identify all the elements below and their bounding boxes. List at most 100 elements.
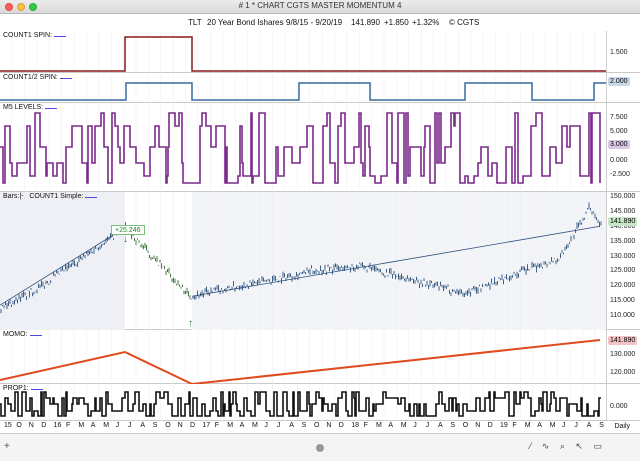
x-tick-label: J bbox=[128, 422, 132, 429]
symbol-info-bar: TLT 20 Year Bond Ishares 9/8/15 - 9/20/1… bbox=[0, 14, 640, 31]
zoom-tool-icon[interactable]: ⌕ bbox=[559, 441, 565, 451]
symbol-name: 20 Year Bond Ishares bbox=[207, 18, 284, 27]
x-tick-label: N bbox=[326, 422, 332, 429]
m5-tick: 0.000 bbox=[610, 157, 628, 164]
m5-plot bbox=[0, 103, 601, 192]
price-plot bbox=[0, 192, 606, 330]
close-button[interactable] bbox=[5, 3, 13, 11]
price-tick: 150.000 bbox=[610, 193, 636, 200]
m5-line bbox=[0, 112, 601, 184]
prop1-line bbox=[0, 391, 601, 417]
momo-panel: MOMO: 141.890 130.000 120.000 bbox=[0, 330, 640, 384]
prop1-panel: PROP1: 0.000 bbox=[0, 384, 640, 421]
shaded-region bbox=[0, 192, 125, 330]
time-axis: Daily 15 O N D 16 F M A M J J A S O N D 17 F M A M J J A S O N D 18 F… bbox=[0, 421, 640, 434]
scroll-indicator[interactable] bbox=[316, 444, 324, 452]
m5-tick: 5.000 bbox=[610, 128, 628, 135]
x-tick-label: A bbox=[537, 422, 542, 429]
x-tick-label: D bbox=[487, 422, 493, 429]
price-tick: 130.000 bbox=[610, 252, 636, 260]
count12-value-tag: 2.000 bbox=[608, 77, 630, 86]
x-tick-label: A bbox=[140, 422, 146, 429]
x-tick-label: S bbox=[599, 422, 604, 429]
x-tick-label: J bbox=[115, 422, 120, 429]
x-tick-label: A bbox=[289, 422, 294, 429]
x-tick-label: F bbox=[363, 422, 368, 429]
price-tick: 125.000 bbox=[610, 267, 636, 275]
price-tick: 115.000 bbox=[610, 297, 635, 305]
price-axis: 150.000 145.000 140.000 135.000 130.000 125.0… bbox=[606, 192, 640, 329]
x-tick-label: 15 bbox=[4, 422, 12, 429]
prop1-label: PROP1: bbox=[3, 385, 29, 392]
count12-line bbox=[0, 82, 606, 101]
bottom-toolbar: + ⁄ ∿ ⌕ ↖ ▭ bbox=[0, 434, 640, 461]
maximize-button[interactable] bbox=[29, 3, 37, 11]
price-change: +1.850 bbox=[384, 18, 409, 27]
count1-line bbox=[0, 36, 606, 72]
prop1-plot bbox=[0, 384, 601, 421]
x-tick-label: S bbox=[450, 422, 456, 429]
line-tool-icon[interactable]: ⁄ bbox=[529, 441, 532, 451]
x-tick-label: M bbox=[227, 422, 234, 429]
bars-label: Bars:|- bbox=[3, 193, 24, 200]
x-tick-label: A bbox=[438, 422, 443, 429]
x-tick-label: F bbox=[66, 422, 71, 429]
drawing-tools: ⁄ ∿ ⌕ ↖ ▭ bbox=[522, 441, 602, 452]
momo-line bbox=[0, 339, 601, 384]
count1-simple-label: COUNT1 Simple: bbox=[29, 193, 84, 200]
x-tick-label: O bbox=[314, 422, 320, 429]
copyright: © CGTS bbox=[449, 18, 480, 27]
last-price: 141.890 bbox=[351, 18, 380, 27]
x-tick-label: M bbox=[524, 422, 531, 429]
arrow-up-icon: ↑ bbox=[188, 318, 193, 329]
price-tick: 140.000 bbox=[610, 222, 636, 230]
count1-plot bbox=[0, 31, 606, 73]
period-label[interactable]: Daily bbox=[614, 423, 630, 430]
count1-label: COUNT1 SPIN: bbox=[3, 32, 53, 39]
x-tick-label: N bbox=[177, 422, 183, 429]
x-tick-label: M bbox=[549, 422, 556, 429]
minimize-button[interactable] bbox=[17, 3, 25, 11]
m5-tick: -2.500 bbox=[610, 171, 630, 178]
x-tick-label: F bbox=[214, 422, 220, 429]
x-tick-label: D bbox=[338, 422, 344, 429]
count12-spin-panel: COUNT1/2 SPIN: 2.000 bbox=[0, 73, 640, 103]
x-tick-label: M bbox=[400, 422, 407, 429]
price-tick: 110.000 bbox=[610, 312, 635, 320]
add-button[interactable]: + bbox=[4, 441, 10, 452]
momo-tick: 120.000 bbox=[610, 369, 636, 376]
prop1-tick: 0.000 bbox=[610, 403, 628, 410]
x-tick-label: A bbox=[586, 422, 592, 429]
date-range: 9/8/15 - 9/20/19 bbox=[286, 18, 343, 27]
x-tick-label: J bbox=[276, 422, 281, 429]
momo-plot bbox=[0, 330, 601, 384]
x-tick-label: D bbox=[41, 422, 47, 429]
momo-value-tag: 141.890 bbox=[608, 336, 638, 345]
m5-value-tag: 3.000 bbox=[608, 140, 630, 149]
price-tick: 120.000 bbox=[610, 282, 636, 290]
count1-spin-panel: COUNT1 SPIN: 1.500 bbox=[0, 31, 640, 73]
x-tick-label: S bbox=[152, 422, 158, 429]
trend-line bbox=[191, 225, 601, 297]
text-tool-icon[interactable]: ▭ bbox=[593, 441, 602, 451]
x-tick-label: A bbox=[239, 422, 245, 429]
count12-label: COUNT1/2 SPIN: bbox=[3, 74, 58, 81]
cursor-tool-icon[interactable]: ↖ bbox=[575, 441, 583, 451]
x-tick-label: M bbox=[252, 422, 258, 429]
x-tick-label: J bbox=[264, 422, 268, 429]
x-tick-label: F bbox=[512, 422, 517, 429]
x-tick-label: M bbox=[376, 422, 382, 429]
m5-tick: 7.500 bbox=[610, 114, 628, 121]
trend-tool-icon[interactable]: ∿ bbox=[541, 441, 550, 451]
title-bar: # 1 * CHART CGTS MASTER MOMENTUM 4 bbox=[0, 0, 640, 14]
x-tick-label: O bbox=[16, 422, 22, 429]
m5-label: M5 LEVELS: bbox=[3, 104, 44, 111]
window-title: # 1 * CHART CGTS MASTER MOMENTUM 4 bbox=[238, 1, 402, 10]
x-tick-label: S bbox=[301, 422, 307, 429]
arrow-down-icon: ↓ bbox=[123, 234, 128, 245]
momo-label: MOMO: bbox=[3, 331, 28, 338]
x-tick-label: J bbox=[413, 422, 417, 429]
x-tick-label: O bbox=[165, 422, 171, 429]
x-tick-label: M bbox=[78, 422, 85, 429]
momo-tick: 130.000 bbox=[610, 351, 636, 358]
